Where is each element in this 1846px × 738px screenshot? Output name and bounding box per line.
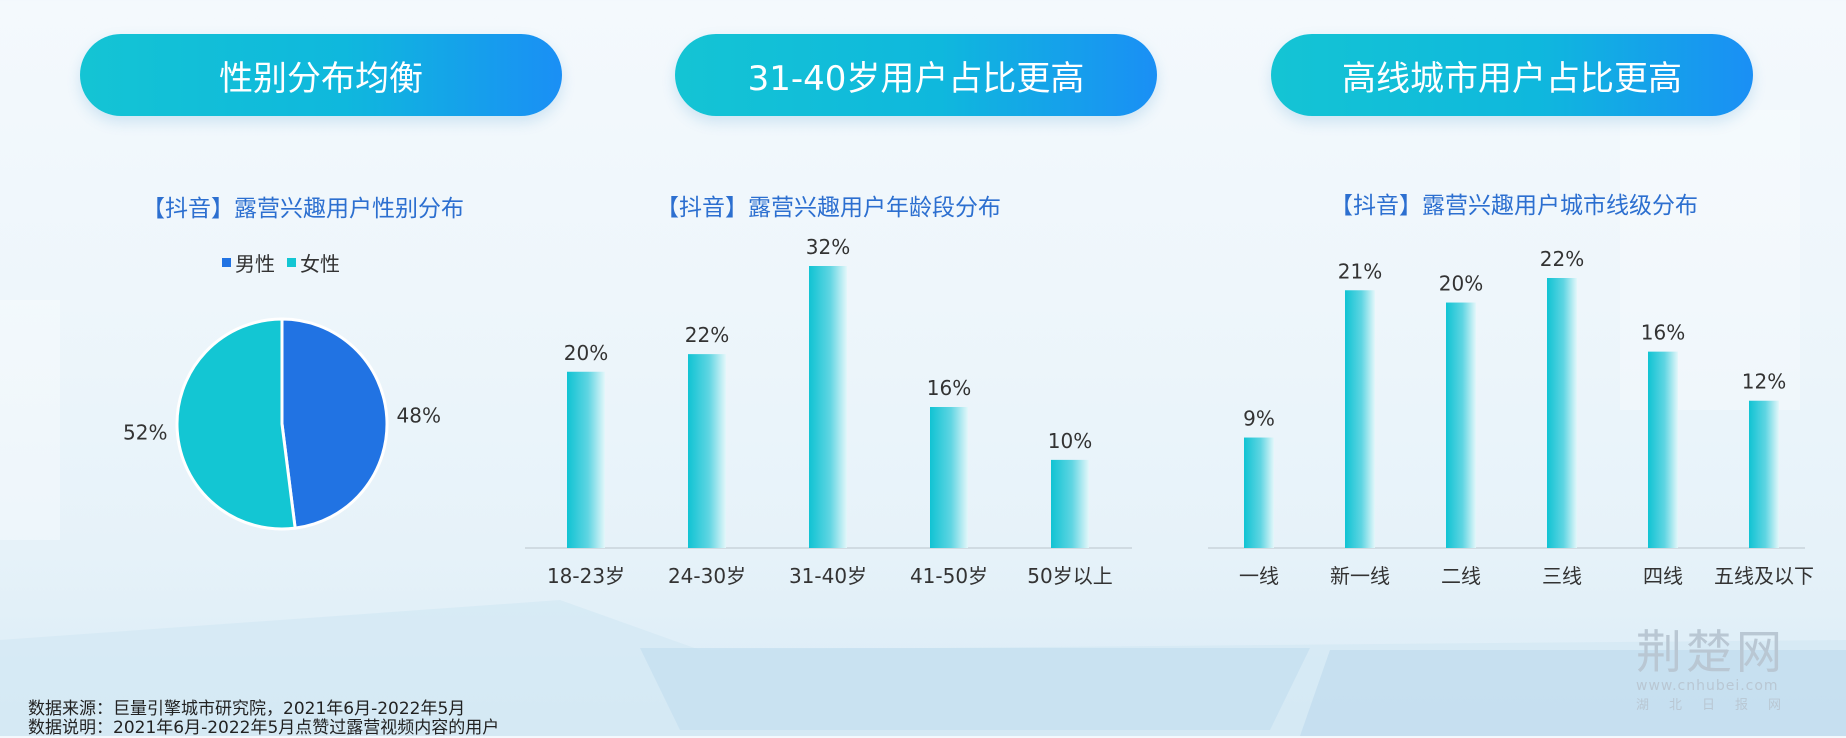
pie-slice-male bbox=[280, 317, 389, 530]
gender-legend: 男性 女性 bbox=[222, 248, 340, 277]
bar-value-label: 16% bbox=[1641, 321, 1685, 345]
banner-age-text: 31-40岁用户占比更高 bbox=[747, 58, 1085, 99]
data-source-note: 数据来源：巨量引擎城市研究院，2021年6月-2022年5月 bbox=[28, 699, 466, 719]
banner-age: 31-40岁用户占比更高 bbox=[675, 34, 1157, 116]
pie-slice-female bbox=[175, 317, 297, 531]
bar-value-label: 20% bbox=[564, 341, 608, 365]
banner-city-text: 高线城市用户占比更高 bbox=[1342, 58, 1682, 99]
x-tick-label: 四线 bbox=[1643, 564, 1683, 588]
bar-一线 bbox=[1244, 437, 1274, 548]
legend-label-female: 女性 bbox=[300, 252, 340, 276]
city-bar-chart: 9% 一线 21% 新一线 20% 二线 22% 三线 16% 四线 12% 五线及以下 bbox=[1208, 247, 1814, 588]
gender-chart-title: 【抖音】露营兴趣用户性别分布 bbox=[142, 196, 464, 222]
bar-18-23岁 bbox=[567, 371, 605, 548]
pie-label-male: 48% bbox=[397, 403, 441, 427]
bar-四线 bbox=[1648, 351, 1678, 548]
bar-50岁以上 bbox=[1051, 459, 1089, 548]
bar-二线 bbox=[1446, 302, 1476, 548]
age-bar-chart: 20% 18-23岁 22% 24-30岁 32% 31-40岁 16% 41-50岁 10% 5… bbox=[525, 235, 1132, 588]
x-tick-label: 24-30岁 bbox=[668, 564, 746, 588]
bar-24-30岁 bbox=[688, 354, 726, 548]
bar-41-50岁 bbox=[930, 407, 968, 548]
bar-value-label: 9% bbox=[1243, 407, 1275, 431]
bar-value-label: 22% bbox=[685, 323, 729, 347]
bar-新一线 bbox=[1345, 290, 1375, 548]
bar-五线及以下 bbox=[1749, 400, 1779, 548]
x-tick-label: 41-50岁 bbox=[910, 564, 988, 588]
legend-swatch-male bbox=[222, 258, 231, 267]
banner-gender-text: 性别分布均衡 bbox=[219, 58, 423, 99]
x-tick-label: 三线 bbox=[1542, 564, 1582, 588]
bar-value-label: 21% bbox=[1338, 259, 1382, 283]
bar-value-label: 10% bbox=[1048, 429, 1092, 453]
x-tick-label: 一线 bbox=[1239, 564, 1279, 588]
x-tick-label: 五线及以下 bbox=[1714, 564, 1814, 588]
legend-label-male: 男性 bbox=[235, 252, 275, 276]
bar-value-label: 20% bbox=[1439, 272, 1483, 296]
city-chart-title: 【抖音】露营兴趣用户城市线级分布 bbox=[1330, 193, 1698, 219]
watermark-sub: 湖北日报网 bbox=[1636, 698, 1802, 713]
gender-pie-chart: 48% 52% bbox=[123, 317, 441, 531]
x-tick-label: 18-23岁 bbox=[547, 564, 625, 588]
age-chart-title: 【抖音】露营兴趣用户年龄段分布 bbox=[656, 195, 1001, 221]
watermark: 荆楚网 www.cnhubei.com 湖北日报网 bbox=[1636, 616, 1801, 713]
banner-city: 高线城市用户占比更高 bbox=[1271, 34, 1753, 116]
data-description-note: 数据说明：2021年6月-2022年5月点赞过露营视频内容的用户 bbox=[28, 718, 500, 738]
legend-item-male: 男性 bbox=[222, 248, 275, 277]
bar-value-label: 16% bbox=[927, 376, 971, 400]
pie-label-female: 52% bbox=[123, 421, 167, 445]
legend-swatch-female bbox=[287, 258, 296, 267]
bar-value-label: 32% bbox=[806, 235, 850, 259]
x-tick-label: 新一线 bbox=[1330, 564, 1390, 588]
bar-31-40岁 bbox=[809, 266, 847, 548]
x-tick-label: 31-40岁 bbox=[789, 564, 867, 588]
bar-value-label: 12% bbox=[1742, 370, 1786, 394]
x-tick-label: 二线 bbox=[1441, 564, 1481, 588]
banner-gender: 性别分布均衡 bbox=[80, 34, 562, 116]
watermark-url: www.cnhubei.com bbox=[1636, 678, 1779, 694]
bar-三线 bbox=[1547, 278, 1577, 548]
x-tick-label: 50岁以上 bbox=[1027, 564, 1112, 588]
watermark-main: 荆楚网 bbox=[1636, 625, 1786, 679]
legend-item-female: 女性 bbox=[287, 248, 340, 277]
bar-value-label: 22% bbox=[1540, 247, 1584, 271]
